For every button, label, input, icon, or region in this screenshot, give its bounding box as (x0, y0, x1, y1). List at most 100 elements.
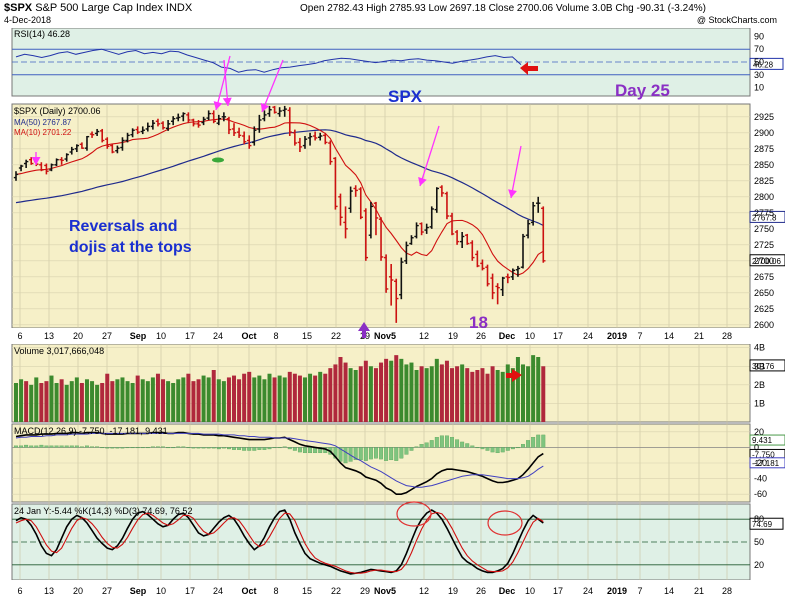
rsi-last-value: 46.28 (753, 60, 774, 69)
macd-panel: MACD(12,26,9) -7.750, -17.181, 9.431 9.43… (12, 426, 785, 495)
macd-y-tick: -40 (754, 474, 767, 484)
volume-bar (500, 371, 505, 422)
macd-histogram-bar (226, 447, 231, 450)
volume-bar (237, 379, 242, 422)
price-title: $SPX (Daily) 2700.06 (14, 106, 101, 116)
volume-bar (186, 373, 191, 422)
x-tick-label-bottom: 17 (553, 586, 563, 596)
chg-label: Chg (615, 3, 634, 14)
macd-histogram-bar (120, 447, 125, 449)
x-tick-label: 12 (419, 331, 429, 341)
volume-bar (64, 384, 69, 422)
volume-bar (14, 383, 18, 422)
axes: 6 6 13 13 20 20 27 27 Sep Sep 10 10 17 17 24 24 Oct Oct 8 8… (17, 31, 774, 596)
volume-bar (90, 381, 95, 422)
volume-bar (84, 379, 89, 422)
volume-bar (485, 373, 490, 422)
volume-bar (272, 377, 277, 422)
macd-histogram-bar (49, 445, 54, 448)
x-tick-label: Sep (130, 331, 147, 341)
volume-bar (424, 368, 429, 422)
macd-histogram-bar (353, 447, 358, 461)
date-strip-stoch (0, 580, 785, 599)
macd-histogram-bar (465, 443, 470, 448)
x-tick-label-bottom: Sep (130, 586, 147, 596)
volume-bar (19, 379, 24, 422)
volume-bar (470, 371, 475, 422)
symbol: $SPX (4, 2, 33, 14)
x-tick-label: 8 (273, 331, 278, 341)
macd-histogram-bar (161, 446, 165, 448)
macd-histogram-bar (424, 442, 429, 448)
macd-histogram-bar (85, 445, 89, 448)
reversals-text-line2: dojis at the tops (69, 239, 192, 256)
macd-histogram-bar (95, 446, 100, 448)
macd-histogram-bar (150, 446, 155, 448)
macd-last-value: -7.750 (752, 450, 775, 459)
chart-canvas: RSI(14) 46.28 46.28 $SPX (Daily) 2700.06 M… (0, 28, 785, 599)
volume-bar (318, 371, 323, 422)
macd-histogram-bar (485, 447, 490, 451)
macd-histogram-bar (34, 445, 39, 448)
macd-histogram-bar (39, 444, 44, 448)
spx-annotation: SPX (388, 87, 423, 106)
ma50-label: MA(50) 2767.87 (14, 118, 72, 127)
macd-histogram-bar (242, 447, 247, 451)
macd-histogram-bar (521, 444, 525, 448)
macd-histogram-bar (130, 447, 135, 449)
volume-bar (34, 377, 39, 422)
macd-histogram-bar (470, 445, 475, 448)
price-y-tick: 2775 (754, 208, 774, 218)
volume-bar (155, 373, 160, 422)
macd-histogram-bar (515, 447, 520, 449)
chart-date: 4-Dec-2018 (4, 15, 52, 25)
x-tick-label-bottom: 26 (476, 586, 486, 596)
arrow-rsi-sep-head (222, 97, 232, 106)
x-tick-label: 15 (302, 331, 312, 341)
volume-y-tick: 4B (754, 343, 765, 353)
volume-bar (69, 381, 74, 422)
stoch-circle-nov (396, 501, 432, 527)
volume-bar (221, 381, 226, 422)
arrow-nov-top-head (418, 177, 427, 186)
macd-histogram-bar (272, 447, 277, 449)
volume-bar (257, 375, 262, 422)
x-tick-label: 21 (694, 331, 704, 341)
volume-y-tick: 3B (754, 361, 765, 371)
chart-subheader: 4-Dec-2018 @ StockCharts.com (4, 15, 781, 27)
volume-bar (232, 375, 237, 422)
macd-histogram-bar (292, 447, 297, 451)
rsi-y-tick: 30 (754, 70, 764, 80)
volume-bar (287, 371, 292, 422)
macd-title: MACD(12,26,9) -7.750, -17.181, 9.431 (14, 426, 168, 436)
macd-histogram-bar (64, 445, 69, 448)
macd-histogram-bar (277, 447, 282, 449)
rsi-y-tick: 10 (754, 83, 764, 93)
x-tick-label: 24 (583, 331, 593, 341)
volume-bar (277, 375, 282, 422)
volume-bar (373, 368, 378, 422)
volume-bar (125, 381, 130, 422)
macd-y-tick: 20 (754, 427, 764, 437)
x-tick-label: 20 (73, 331, 83, 341)
ma50-last-value: 2767.8 (752, 213, 777, 222)
macd-histogram-bar (399, 447, 404, 459)
volume-bar (252, 377, 257, 422)
macd-histogram-bar (490, 447, 495, 453)
volume-red-arrow (506, 369, 522, 382)
volume-value: 3.0B (592, 3, 613, 14)
volume-bar (480, 368, 485, 422)
macd-histogram-bar (333, 447, 338, 459)
macd-histogram-bar (419, 444, 424, 448)
volume-panel: Volume 3,017,666,048 30176 (14, 346, 785, 422)
eighteen-annotation: 18 (469, 313, 488, 332)
macd-histogram-bar (358, 447, 363, 461)
x-tick-label: 14 (664, 331, 674, 341)
macd-histogram-bar (44, 445, 49, 448)
volume-bar (333, 364, 338, 422)
volume-bar (166, 381, 171, 422)
macd-histogram-bar (69, 445, 74, 448)
macd-histogram-bar (156, 446, 160, 448)
volume-bar (521, 364, 525, 422)
volume-bar (44, 381, 49, 422)
